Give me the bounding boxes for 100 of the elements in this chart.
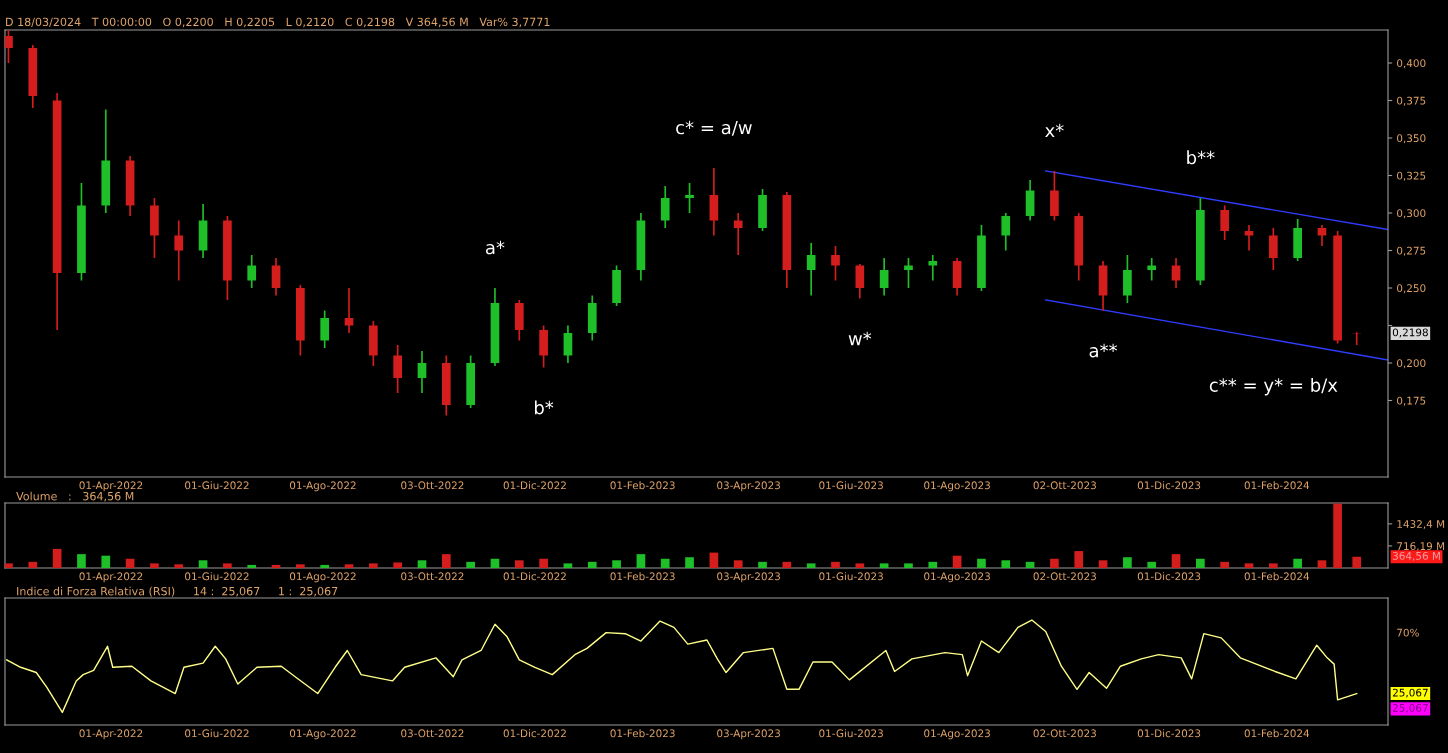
bar bbox=[1352, 556, 1362, 568]
bar bbox=[77, 554, 86, 568]
bar bbox=[1244, 563, 1254, 568]
bar bbox=[612, 560, 621, 568]
y-tick-label: 0,250 bbox=[1397, 284, 1426, 294]
text: 70% bbox=[1397, 628, 1419, 637]
bar bbox=[296, 564, 305, 568]
bar bbox=[1171, 554, 1181, 568]
bar bbox=[368, 563, 378, 568]
bar bbox=[563, 563, 573, 568]
candlestick bbox=[855, 263, 865, 300]
bar bbox=[1196, 558, 1205, 568]
bar bbox=[685, 557, 694, 568]
x-tick-label: 01-Giu-2022 bbox=[185, 481, 249, 490]
bar bbox=[393, 562, 402, 568]
text: 25,067 bbox=[1392, 688, 1428, 698]
bar bbox=[831, 561, 840, 568]
x-tick-label: 01-Giu-2023 bbox=[819, 481, 883, 490]
x-tick-label: 01-Ago-2022 bbox=[289, 481, 356, 492]
bar bbox=[1268, 563, 1278, 568]
text: 0,2198 bbox=[1392, 328, 1428, 338]
bar bbox=[441, 554, 451, 568]
x-tick-label: 03-Apr-2023 bbox=[717, 572, 780, 583]
annotation: b** bbox=[1187, 150, 1215, 165]
x-tick-label: 03-Ott-2022 bbox=[401, 481, 464, 490]
chart-title: Indice di Forza Relativa (RSI) 14 : 25,067 1 : 25,067 bbox=[17, 586, 338, 597]
bar bbox=[174, 564, 184, 568]
bar bbox=[1317, 560, 1327, 568]
y-tick-label: 0,350 bbox=[1397, 134, 1426, 144]
bar bbox=[952, 555, 962, 568]
candlestick bbox=[344, 287, 354, 334]
candlestick bbox=[1244, 224, 1254, 252]
text: D 18/03/2024 T 00:00:00 O 0,2200 H 0,2205 L 0,2120 C 0,2198 V 364,56 M Var% 3,7771 bbox=[6, 17, 550, 28]
x-tick-label: 01-Giu-2022 bbox=[185, 729, 249, 738]
candlestick bbox=[1220, 204, 1230, 241]
annotation: c** = y* = b/x bbox=[1209, 377, 1338, 396]
x-tick-label: 01-Apr-2022 bbox=[79, 572, 143, 583]
candlestick bbox=[393, 344, 402, 394]
x-tick-label: 01-Giu-2023 bbox=[819, 729, 883, 738]
candlestick bbox=[5, 30, 13, 64]
bar bbox=[660, 558, 670, 568]
bar bbox=[1098, 560, 1108, 568]
y-tick-label: 0,400 bbox=[1397, 59, 1426, 69]
bar bbox=[1123, 557, 1132, 568]
bar bbox=[466, 561, 475, 568]
candlestick bbox=[733, 212, 743, 256]
x-tick-label: 01-Feb-2023 bbox=[610, 572, 675, 581]
text: 25,067 bbox=[1392, 703, 1428, 713]
x-tick-label: 01-Feb-2023 bbox=[610, 481, 675, 490]
bar bbox=[247, 564, 257, 568]
bar bbox=[1293, 558, 1302, 568]
bar bbox=[855, 563, 865, 568]
x-tick-label: 02-Ott-2023 bbox=[1033, 572, 1096, 581]
x-tick-label: 03-Ott-2022 bbox=[401, 572, 464, 581]
x-tick-label: 01-Ago-2023 bbox=[924, 729, 990, 740]
y-tick-label: 0,275 bbox=[1397, 246, 1426, 256]
annotation: w* bbox=[848, 331, 872, 346]
y-tick-label: 0,325 bbox=[1397, 171, 1426, 181]
bar bbox=[344, 564, 354, 568]
bar bbox=[636, 554, 646, 568]
candlestick bbox=[417, 350, 427, 394]
x-tick-label: 01-Feb-2024 bbox=[1244, 572, 1310, 581]
candlestick bbox=[1268, 227, 1278, 271]
y-tick-label: 0,175 bbox=[1397, 396, 1426, 406]
candlestick bbox=[271, 257, 281, 297]
y-tick-label: 0,375 bbox=[1397, 96, 1426, 106]
x-tick-label: 02-Ott-2023 bbox=[1033, 481, 1096, 490]
x-tick-label: 01-Giu-2023 bbox=[819, 572, 883, 581]
candlestick bbox=[247, 254, 257, 289]
x-tick-label: 01-Feb-2024 bbox=[1244, 729, 1310, 738]
bar bbox=[539, 558, 548, 568]
x-tick-label: 01-Feb-2023 bbox=[610, 729, 675, 738]
x-tick-label: 01-Dic-2022 bbox=[503, 572, 566, 581]
bar bbox=[904, 563, 913, 568]
bar bbox=[417, 560, 427, 568]
annotation: x* bbox=[1045, 123, 1064, 138]
bar bbox=[28, 561, 38, 568]
x-tick-label: 03-Apr-2023 bbox=[717, 481, 780, 492]
bar bbox=[125, 558, 135, 568]
x-tick-label: 01-Dic-2023 bbox=[1137, 729, 1201, 738]
bar bbox=[1001, 560, 1011, 568]
candlestick bbox=[685, 182, 694, 214]
candlestick bbox=[320, 309, 330, 349]
bar bbox=[758, 561, 767, 568]
bar bbox=[1333, 503, 1342, 568]
x-tick-label: 01-Feb-2024 bbox=[1244, 481, 1310, 490]
candlestick bbox=[563, 324, 573, 364]
bar bbox=[198, 560, 208, 568]
bar bbox=[1050, 558, 1059, 568]
bar bbox=[879, 563, 889, 568]
bar bbox=[1074, 551, 1084, 568]
chart-title: Volume : 364,56 M bbox=[16, 491, 134, 502]
annotation: c* = a/w bbox=[676, 120, 752, 136]
annotation: b* bbox=[535, 400, 554, 415]
bar bbox=[514, 560, 524, 568]
x-tick-label: 01-Dic-2023 bbox=[1137, 481, 1201, 490]
y-tick-label: 0,300 bbox=[1397, 209, 1426, 219]
candlestick bbox=[1001, 212, 1011, 252]
x-tick-label: 01-Ago-2023 bbox=[924, 481, 990, 492]
bar bbox=[806, 563, 816, 568]
